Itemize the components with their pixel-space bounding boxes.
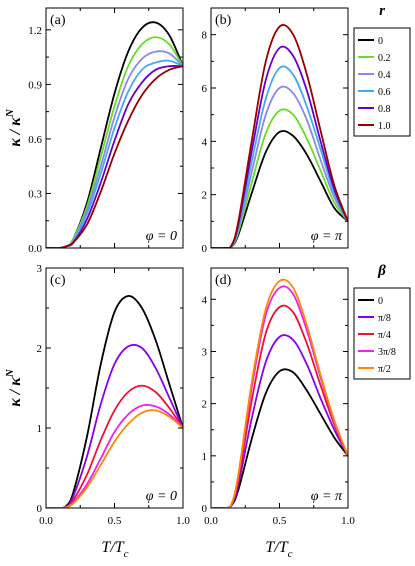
panel-label: (d) — [215, 273, 232, 288]
phase-annotation: φ = 0 — [146, 489, 177, 504]
phase-annotation: φ = 0 — [146, 229, 177, 244]
legend-entry: 1.0 — [378, 121, 391, 132]
y-tick-label: 2 — [202, 190, 208, 202]
series-line-c-1 — [46, 343, 183, 508]
panel-d: 0 1 2 3 4 0.0 0.5 1.0 (d) φ = π — [202, 267, 355, 527]
y-tick-label: 4 — [202, 136, 208, 148]
y-tick-label: 8 — [202, 30, 208, 42]
legend-entry: π/4 — [378, 330, 391, 341]
legend-entry: 0.6 — [378, 87, 391, 98]
plot-frame — [45, 267, 184, 509]
legend-entry: 0 — [378, 296, 383, 307]
series-line-b-5 — [211, 24, 348, 248]
y-tick-label: 2 — [37, 343, 43, 355]
legend-a: r 0 0.2 0.4 0.6 0.8 1.0 — [353, 3, 411, 137]
panel-a: 0.0 0.3 0.6 0.9 1.2 (a) φ = 0 — [28, 7, 184, 255]
legend-entry: 0 — [378, 36, 383, 47]
legend-entry: 0.2 — [378, 53, 391, 64]
y-tick-label: 1.2 — [28, 25, 42, 37]
series-line-a-2 — [46, 50, 183, 248]
series-line-c-4 — [46, 409, 183, 508]
y-tick-label: 0.0 — [28, 243, 42, 255]
series-group — [211, 278, 348, 508]
x-tick-label: 1.0 — [176, 515, 190, 527]
legend-box — [353, 27, 411, 137]
plot-frame — [210, 7, 349, 249]
y-axis-label-bottom: κ / κN — [4, 368, 24, 406]
series-line-c-0 — [46, 295, 183, 508]
series-line-a-0 — [46, 21, 183, 248]
y-tick-label: 1 — [202, 451, 208, 463]
panel-label: (b) — [215, 13, 232, 28]
legend-title: r — [379, 3, 385, 19]
panel-b: 0 2 4 6 8 (b) φ = π — [202, 7, 349, 255]
x-tick-label: 0.0 — [204, 515, 218, 527]
series-line-d-4 — [211, 278, 348, 508]
series-line-d-1 — [211, 334, 348, 508]
x-axis-label-right: T/Tc — [265, 539, 292, 560]
legend-entry: π/2 — [378, 364, 391, 375]
y-tick-label: 6 — [202, 83, 208, 95]
y-tick-label: 3 — [37, 263, 43, 275]
legend-title: β — [377, 263, 386, 279]
x-tick-label: 0.0 — [39, 515, 53, 527]
x-tick-label: 0.5 — [108, 515, 122, 527]
x-tick-label: 0.5 — [273, 515, 287, 527]
y-tick-label: 0 — [202, 243, 208, 255]
panel-c: 0 1 2 3 0.0 0.5 1.0 (c) φ = 0 — [37, 263, 191, 527]
y-axis-label-top: κ / κN — [4, 108, 24, 146]
y-tick-label: 0 — [202, 503, 208, 515]
series-group — [46, 21, 183, 248]
series-line-d-0 — [211, 368, 348, 508]
series-group — [46, 295, 183, 508]
legend-entry: 3π/8 — [378, 347, 396, 358]
y-tick-label: 2 — [202, 399, 208, 411]
legend-entry: π/8 — [378, 313, 391, 324]
y-tick-label: 0.9 — [28, 79, 42, 91]
y-tick-label: 4 — [202, 294, 208, 306]
x-tick-label: 1.0 — [341, 515, 355, 527]
y-tick-label: 0.6 — [28, 134, 42, 146]
legend-entry: 0.8 — [378, 104, 391, 115]
legend-entry: 0.4 — [378, 70, 391, 81]
x-axis-label-left: T/Tc — [101, 539, 128, 560]
phase-annotation: φ = π — [311, 229, 343, 244]
series-line-b-4 — [211, 45, 348, 248]
y-tick-label: 0.3 — [28, 188, 42, 200]
plot-frame — [210, 267, 349, 509]
y-tick-label: 0 — [37, 503, 43, 515]
panel-label: (c) — [50, 273, 66, 288]
series-group — [211, 24, 348, 248]
y-tick-label: 3 — [202, 346, 208, 358]
series-line-a-5 — [46, 65, 183, 248]
legend-c: β 0 π/8 π/4 3π/8 π/2 — [353, 263, 411, 380]
y-tick-label: 1 — [37, 423, 43, 435]
panel-label: (a) — [50, 13, 66, 28]
phase-annotation: φ = π — [311, 489, 343, 504]
